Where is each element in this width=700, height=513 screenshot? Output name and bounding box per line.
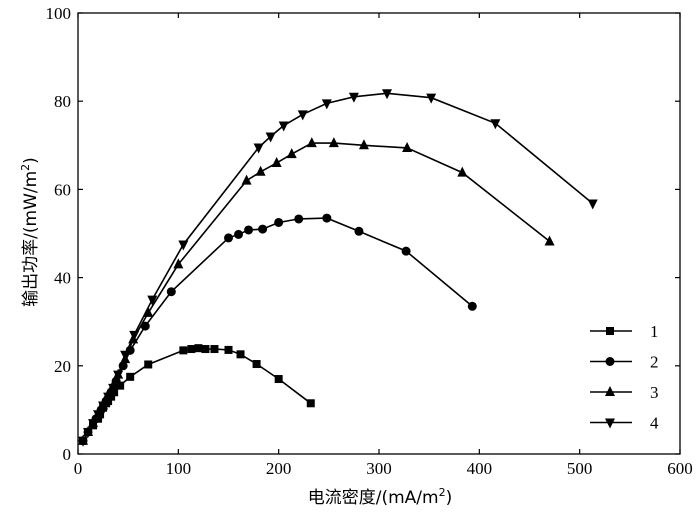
data-point-4 — [253, 143, 264, 154]
data-point-4 — [297, 110, 308, 121]
legend-label: 2 — [650, 353, 659, 372]
series-4 — [78, 89, 598, 447]
data-point-2 — [244, 225, 254, 235]
x-tick-label: 600 — [667, 459, 693, 478]
data-point-2 — [354, 226, 364, 236]
data-point-4 — [98, 401, 109, 412]
data-point-3 — [457, 166, 468, 177]
legend-marker — [606, 327, 614, 335]
legend-item-1: 1 — [590, 322, 659, 341]
y-tick-label: 60 — [54, 180, 71, 199]
axis-ticks: 0 100 200 300 400 500 600 0 20 40 60 80 100 — [46, 4, 693, 478]
data-point-1 — [144, 360, 153, 369]
data-point-2 — [401, 246, 411, 256]
legend-item-2: 2 — [590, 353, 659, 372]
data-point-1 — [126, 372, 135, 381]
data-point-3 — [402, 141, 413, 152]
x-tick-label: 0 — [74, 459, 83, 478]
data-point-3 — [358, 139, 369, 150]
y-tick-label: 0 — [63, 445, 72, 464]
data-point-3 — [306, 137, 317, 148]
legend: 1 2 3 4 — [590, 322, 659, 433]
data-point-4 — [265, 132, 276, 143]
series-group — [78, 89, 598, 447]
data-point-4 — [426, 93, 437, 104]
data-point-3 — [143, 306, 154, 317]
legend-marker — [605, 418, 615, 429]
data-point-4 — [490, 119, 501, 130]
legend-marker — [605, 386, 615, 396]
series-line-4 — [82, 92, 594, 442]
data-point-3 — [255, 165, 266, 176]
data-point-1 — [187, 345, 196, 354]
data-point-4 — [382, 89, 393, 100]
x-tick-label: 200 — [266, 459, 292, 478]
data-point-2 — [234, 229, 244, 239]
x-axis-title: 电流密度/(mA/m2) — [308, 486, 452, 508]
data-point-2 — [140, 321, 150, 331]
data-point-4 — [83, 427, 94, 438]
data-point-4 — [278, 121, 289, 132]
legend-item-4: 4 — [590, 414, 659, 433]
x-tick-label: 300 — [366, 459, 392, 478]
data-point-4 — [321, 99, 332, 110]
data-point-4 — [129, 330, 140, 341]
data-point-2 — [274, 217, 284, 227]
y-tick-label: 20 — [54, 357, 71, 376]
y-tick-label: 40 — [54, 269, 71, 288]
data-point-2 — [294, 214, 304, 224]
y-tick-label: 80 — [54, 92, 71, 111]
legend-item-3: 3 — [590, 383, 659, 402]
x-tick-label: 400 — [467, 459, 493, 478]
data-point-3 — [286, 148, 297, 159]
legend-label: 3 — [650, 383, 659, 402]
data-point-1 — [201, 345, 210, 354]
data-point-1 — [306, 399, 315, 408]
y-tick-label: 100 — [46, 4, 72, 23]
data-point-3 — [271, 156, 282, 167]
data-point-1 — [236, 350, 245, 359]
data-point-2 — [224, 233, 233, 243]
data-point-3 — [173, 258, 184, 269]
y-axis-title: 输出功率/(mW/m2) — [19, 157, 41, 307]
data-point-2 — [166, 287, 176, 297]
data-point-1 — [116, 381, 125, 390]
data-point-4 — [88, 419, 99, 430]
data-point-3 — [544, 235, 555, 246]
data-point-4 — [120, 350, 131, 361]
data-point-2 — [258, 224, 268, 234]
data-point-3 — [241, 174, 252, 185]
data-point-4 — [147, 295, 158, 306]
data-point-4 — [348, 92, 359, 103]
data-point-4 — [178, 240, 189, 251]
data-point-4 — [103, 392, 114, 403]
x-tick-label: 100 — [166, 459, 192, 478]
data-point-1 — [224, 345, 233, 354]
data-point-4 — [93, 410, 104, 421]
data-point-4 — [78, 436, 89, 447]
data-point-1 — [210, 345, 219, 354]
data-point-1 — [252, 360, 261, 369]
data-point-4 — [113, 370, 124, 381]
data-point-2 — [467, 301, 477, 311]
data-point-4 — [587, 199, 598, 210]
legend-marker — [605, 357, 615, 366]
data-point-1 — [274, 375, 283, 384]
legend-label: 1 — [650, 322, 659, 341]
data-point-3 — [328, 137, 339, 148]
data-point-4 — [108, 383, 119, 394]
data-point-1 — [179, 346, 188, 355]
legend-label: 4 — [650, 414, 659, 433]
data-point-1 — [194, 344, 203, 353]
data-point-2 — [322, 213, 332, 223]
x-tick-label: 500 — [567, 459, 593, 478]
